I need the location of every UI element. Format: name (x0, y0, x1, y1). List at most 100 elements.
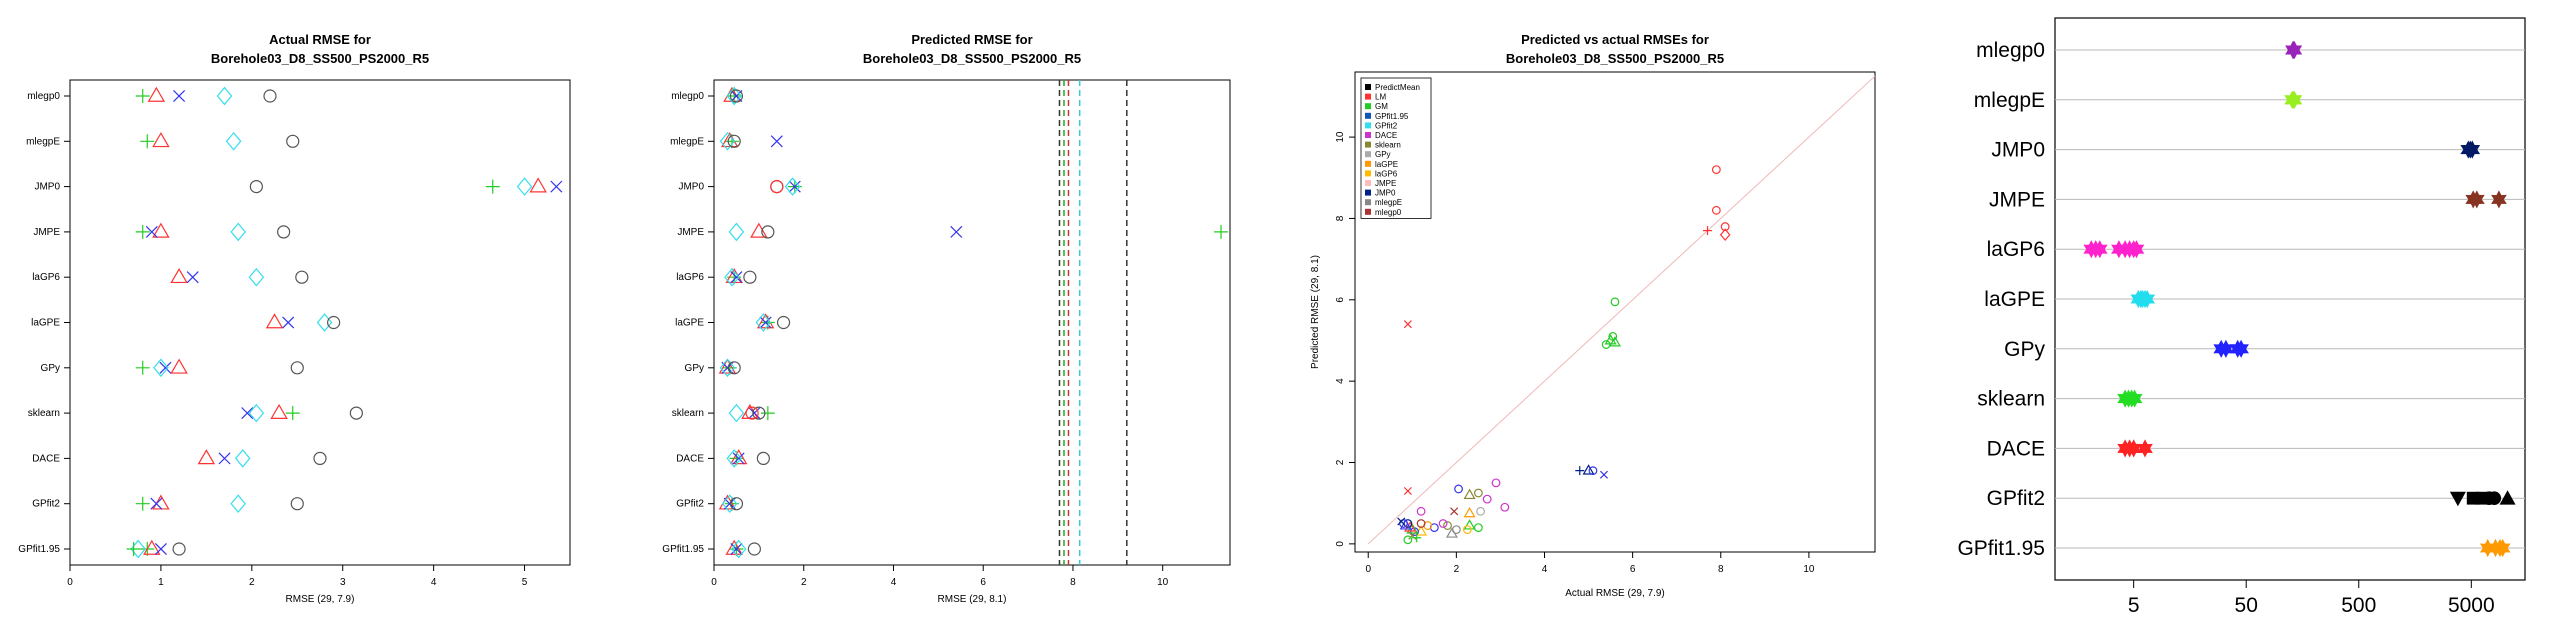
chart1-category-label: GPfit1.95 (18, 544, 60, 555)
chart1-category-label: JMPE (33, 227, 60, 238)
chart2-point-cross (770, 135, 783, 148)
chart1-point-diamond (516, 177, 533, 196)
chart2-xtick-label: 2 (801, 577, 807, 588)
chart2-point-circle (747, 542, 761, 556)
chart3-xtick-label: 4 (1542, 564, 1548, 575)
chart2-point-circle (727, 134, 741, 148)
chart3-point (1703, 226, 1713, 236)
chart3-ytick-label: 4 (1335, 378, 1346, 384)
chart4-point (2286, 90, 2303, 109)
chart1-point-circle (263, 89, 277, 103)
chart4-category-label: GPy (2004, 338, 2045, 361)
chart4-category-label: sklearn (1977, 388, 2045, 411)
chart3-legend-label: JMPE (1375, 179, 1396, 188)
chart2-category-label: mlegp0 (671, 91, 704, 102)
chart1-point-triangle (197, 449, 216, 465)
chart2-xlabel: RMSE (29, 8.1) (938, 594, 1007, 605)
chart1-point-circle (286, 134, 300, 148)
chart2-category-label: JMPE (677, 227, 704, 238)
chart1-point-triangle (529, 177, 547, 193)
chart4-category-label: laGPE (1984, 288, 2045, 311)
chart1-point-plus (135, 224, 150, 239)
chart3-legend-swatch (1365, 160, 1371, 167)
chart4-xtick-label: 5 (2128, 594, 2140, 617)
chart4-gridlines (2055, 49, 2525, 549)
chart1-category-label: sklearn (28, 408, 60, 419)
chart3-legend-swatch (1365, 122, 1371, 129)
chart2-category-label: DACE (676, 453, 704, 464)
chart1-point-circle (349, 406, 363, 420)
chart1-xlabel: RMSE (29, 7.9) (286, 594, 355, 605)
chart1-point-cross (150, 497, 163, 510)
chart3-legend-swatch (1365, 141, 1371, 148)
chart1-point-circle (290, 497, 304, 511)
chart2-point-diamond (730, 539, 747, 559)
chart1-point-triangle (170, 267, 188, 284)
chart3-point (1463, 519, 1476, 530)
chart2-plot-frame (713, 79, 1231, 566)
chart3-ytick-label: 8 (1335, 215, 1346, 221)
chart3-legend-swatch (1365, 132, 1371, 138)
chart2-point-circle-red (745, 406, 759, 420)
chart4-point (2468, 190, 2485, 209)
chart3-point (1604, 334, 1617, 345)
chart1-point-triangle (152, 132, 170, 148)
chart2-point-diamond (728, 403, 745, 423)
chart2-axis-ticks: 0 2 4 6 8 10 mlegp0 mlegpE JMP0 JMPE laGP6 laGPE GPy… (662, 91, 1168, 588)
chart4-category-label: laGP6 (1987, 238, 2045, 261)
chart3-legend-swatch (1365, 189, 1371, 196)
chart4-category-label: GPfit1.95 (1957, 537, 2045, 560)
chart3-point (1720, 222, 1730, 231)
chart3-xtick-label: 0 (1365, 564, 1371, 575)
chart3-legend-label: GPfit1.95 (1375, 112, 1409, 121)
chart1-point-triangle (147, 86, 166, 102)
chart1-point-cross (186, 271, 199, 284)
chart2-point-plus (1214, 224, 1229, 239)
chart-actual-rmse: Actual RMSE for Borehole03_D8_SS500_PS20… (18, 32, 571, 605)
chart1-point-plus (140, 134, 155, 149)
chart2-point-cross (730, 89, 743, 103)
chart3-point (1609, 336, 1621, 347)
chart2-category-label: GPfit2 (676, 499, 704, 510)
chart2-point-cross (730, 271, 743, 284)
chart1-point-diamond (248, 403, 265, 423)
chart1-xtick-label: 3 (340, 577, 346, 588)
chart4-marks (2083, 40, 2516, 558)
chart1-title-line1: Actual RMSE for (269, 32, 371, 47)
chart2-category-label: JMP0 (678, 182, 704, 193)
chart3-point (1473, 523, 1483, 532)
chart3-point (1482, 494, 1492, 504)
chart2-point-diamond (726, 86, 742, 106)
chart3-point (1601, 340, 1611, 349)
chart4-xtick-label: 500 (2341, 594, 2376, 617)
chart1-point-cross (173, 89, 186, 103)
chart2-xtick-label: 10 (1157, 577, 1169, 588)
chart3-legend-label: mlegp0 (1375, 208, 1402, 217)
chart2-xtick-label: 6 (980, 577, 986, 588)
chart2-point-cross (788, 180, 801, 193)
chart4-point (2491, 190, 2507, 209)
chart3-point (1403, 535, 1413, 545)
chart4-point (2464, 140, 2481, 159)
chart1-point-cross (218, 452, 231, 465)
chart3-legend-swatch (1365, 151, 1371, 158)
chart3-ytick-label: 6 (1335, 297, 1346, 303)
chart4-point (2487, 491, 2502, 506)
chart2-point-triangle (718, 358, 737, 374)
chart3-legend-swatch (1365, 199, 1371, 206)
chart3-point (1403, 320, 1412, 329)
chart3-point (1588, 466, 1598, 476)
chart2-xtick-label: 8 (1070, 577, 1076, 588)
chart3-point (1416, 519, 1426, 528)
chart2-point-cross (950, 225, 963, 238)
chart1-category-label: laGP6 (32, 272, 60, 283)
chart3-legend-swatch (1365, 208, 1371, 215)
chart1-xtick-label: 1 (158, 577, 164, 588)
chart3-point (1397, 517, 1406, 526)
chart3-point (1445, 527, 1458, 538)
chart1-point-plus (135, 496, 150, 511)
chart3-point (1462, 525, 1472, 535)
chart1-marks (126, 86, 563, 559)
chart2-point-circle (756, 451, 770, 465)
